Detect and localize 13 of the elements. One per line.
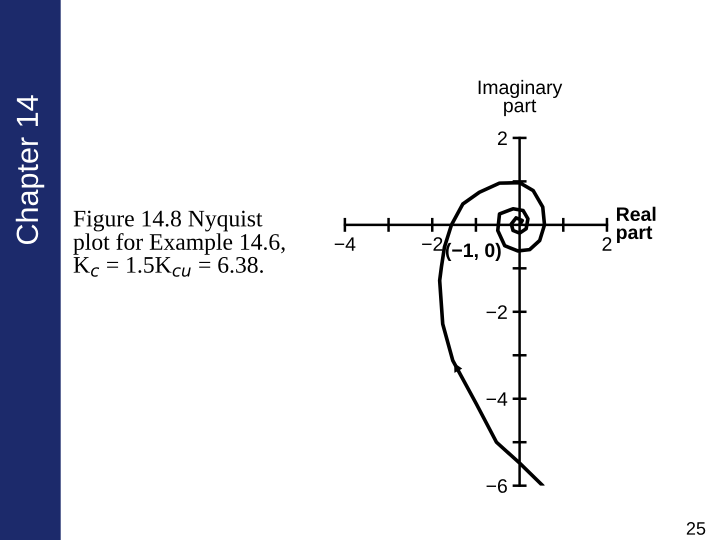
annotation: (−1, 0) (446, 242, 501, 262)
y-tick-label: −4 (486, 392, 508, 406)
y-tick-label: −6 (486, 479, 507, 493)
x-tick-label: 2 (602, 237, 612, 251)
x-tick-label: −4 (334, 237, 356, 251)
caption: Figure 14.8 Nyquist plot for Example 14.6, K$_{c}$ = 1.5K$_{cu}$ = 6.38. (73, 210, 285, 277)
x-axis-title: Real part (616, 206, 656, 243)
x-tick-label: −2 (422, 237, 442, 251)
y-axis-title: Imaginary part (478, 80, 562, 116)
y-tick-label: −2 (486, 305, 507, 319)
y-tick-label: 2 (498, 131, 507, 145)
text: 25 (686, 522, 706, 535)
text: Chapter 14 (16, 95, 44, 244)
